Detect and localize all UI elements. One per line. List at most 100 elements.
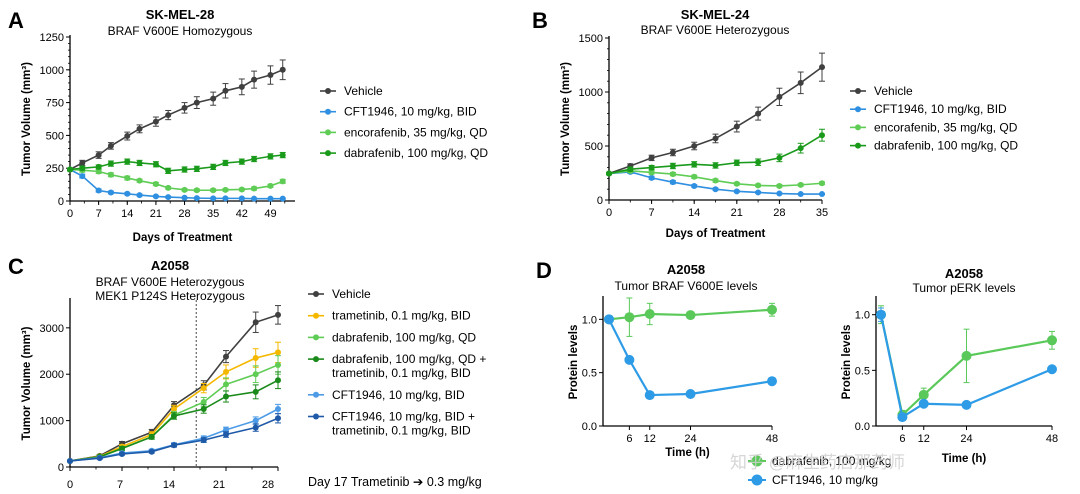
data-point [238, 158, 245, 165]
data-point [222, 159, 229, 166]
data-point [165, 167, 172, 174]
data-point [95, 152, 102, 159]
data-point [685, 310, 696, 321]
data-point [200, 437, 207, 444]
y-axis-label: Tumor Volume (mm³) [21, 326, 33, 440]
data-point [606, 170, 612, 177]
data-point [79, 159, 86, 166]
data-point [238, 195, 245, 202]
data-point [279, 178, 286, 185]
data-point [252, 388, 259, 395]
data-point [96, 455, 103, 462]
data-point [252, 354, 259, 361]
data-point [181, 194, 188, 201]
y-tick-label: 1000 [40, 416, 64, 428]
y-tick-label: 500 [585, 141, 603, 153]
data-point [755, 159, 762, 166]
data-point [279, 66, 286, 73]
data-point [223, 368, 229, 375]
x-tick-label: 12 [644, 433, 656, 445]
y-tick-label: 250 [46, 163, 64, 175]
data-point [222, 195, 229, 202]
data-point [669, 179, 676, 186]
data-point [267, 182, 274, 189]
data-point [223, 393, 229, 400]
data-point [819, 132, 825, 139]
x-tick-label: 24 [960, 433, 972, 445]
x-tick-label: 7 [649, 207, 655, 219]
legend-label: dabrafenib, 100 mg/kg, QD [332, 330, 476, 344]
x-tick-label: 28 [178, 208, 190, 220]
data-point [67, 457, 73, 464]
data-point [819, 64, 825, 71]
data-point [152, 118, 159, 125]
y-tick-label: 1.0 [855, 310, 870, 322]
data-point [222, 186, 229, 193]
c-xtick-label: 21 [213, 479, 225, 491]
x-tick-label: 6 [626, 433, 632, 445]
data-point [193, 165, 200, 172]
legend-label: Vehicle [332, 287, 371, 301]
data-point [797, 79, 804, 86]
data-point [165, 184, 172, 191]
data-point [222, 87, 229, 94]
data-point [251, 185, 258, 192]
data-point [755, 182, 762, 189]
legend-marker [313, 291, 319, 297]
y-tick-label: 0.0 [582, 421, 597, 433]
panel-letter-a: A [8, 8, 24, 33]
c-xtick-label: 14 [163, 479, 175, 491]
y-tick-label: 0 [58, 196, 64, 208]
x-tick-label: 7 [96, 208, 102, 220]
y-tick-label: 500 [46, 130, 64, 142]
data-point [627, 166, 634, 173]
data-point [124, 175, 131, 182]
data-point [755, 110, 762, 117]
data-point [238, 186, 245, 193]
data-point [961, 399, 972, 410]
x-tick-label: 48 [766, 433, 778, 445]
data-point [797, 181, 804, 188]
legend-marker [313, 413, 319, 420]
d-legend-marker [751, 455, 763, 467]
c-xtick-label: 0 [67, 479, 73, 491]
data-point [136, 159, 143, 166]
data-point [251, 195, 258, 202]
data-point [136, 192, 143, 199]
data-point [733, 180, 740, 187]
data-point [95, 187, 102, 194]
legend-marker [855, 88, 861, 94]
data-point [107, 171, 114, 178]
data-point [95, 168, 102, 175]
d-legend-marker [751, 474, 763, 486]
y-tick-label: 0.5 [582, 368, 597, 380]
data-point [712, 162, 719, 169]
data-point [200, 406, 207, 413]
data-point [275, 311, 281, 318]
legend-label: CFT1946, 10 mg/kg, BID + [332, 410, 475, 424]
data-point [275, 361, 281, 368]
x-tick-label: 6 [899, 433, 905, 445]
series-line [69, 69, 284, 171]
legend-label: Vehicle [344, 84, 383, 98]
data-point [252, 417, 259, 424]
legend-marker [325, 150, 331, 157]
data-point [67, 166, 73, 173]
data-point [210, 95, 217, 102]
legend-label: dabrafenib, 100 mg/kg, QD + [332, 352, 486, 366]
series-line [69, 168, 284, 192]
data-point [918, 398, 929, 409]
data-point [251, 156, 258, 163]
y-tick-label: 2000 [40, 369, 64, 381]
chart-title: A2058 [667, 262, 705, 277]
legend-marker [313, 312, 319, 319]
data-point [165, 194, 172, 201]
data-point [767, 304, 777, 315]
data-point [604, 314, 614, 325]
x-tick-label: 21 [150, 208, 162, 220]
data-point [279, 152, 286, 159]
data-point [733, 159, 740, 166]
legend-marker [313, 356, 319, 363]
